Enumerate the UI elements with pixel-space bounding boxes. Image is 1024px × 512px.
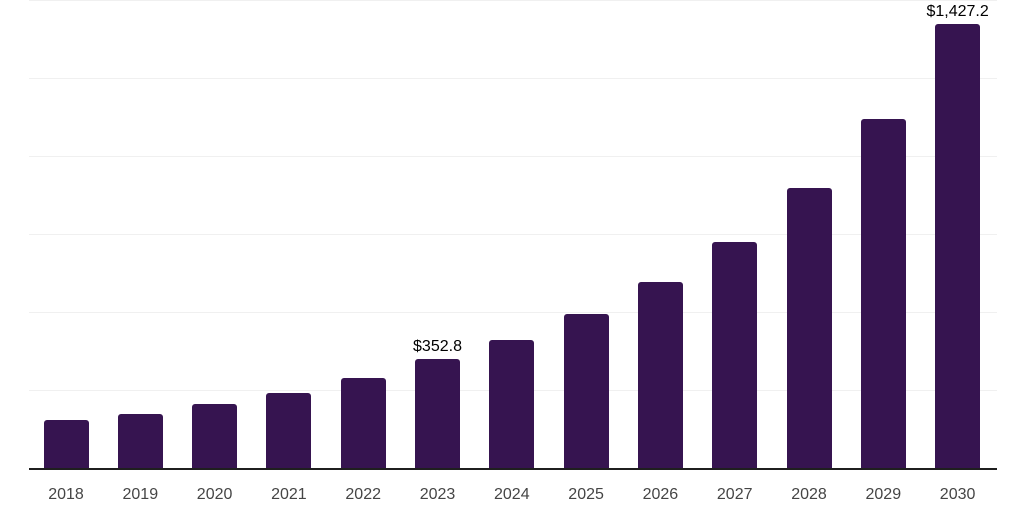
bar-2030	[935, 23, 981, 469]
bar-2022	[340, 377, 386, 469]
bar-2029	[860, 119, 906, 469]
x-tick-2026: 2026	[642, 486, 679, 503]
bar-2028	[786, 187, 832, 469]
x-tick-2024: 2024	[494, 486, 530, 503]
x-tick-2027: 2027	[716, 486, 753, 503]
x-tick-2029: 2029	[865, 486, 902, 503]
bar-2027	[712, 241, 758, 469]
gridline-1000	[29, 156, 997, 157]
bar-2020	[192, 404, 238, 469]
x-tick-2020: 2020	[196, 486, 233, 503]
x-tick-2018: 2018	[48, 486, 84, 503]
gridline-750	[29, 234, 997, 235]
x-tick-2030: 2030	[939, 486, 976, 503]
gridline-500	[29, 312, 997, 313]
x-tick-2021: 2021	[271, 486, 307, 503]
x-axis-line	[29, 468, 997, 470]
bar-value-label-2023: $352.8	[413, 337, 462, 355]
bar-2026	[637, 282, 683, 469]
gridline-1250	[29, 78, 997, 79]
x-tick-2022: 2022	[345, 486, 381, 503]
bar-2023	[415, 358, 460, 469]
x-tick-2028: 2028	[791, 486, 827, 503]
bar-2025	[563, 313, 609, 469]
gridline-1500	[29, 0, 997, 1]
bar-value-label-2030: $1,427.2	[926, 2, 989, 20]
bar-2018	[43, 420, 89, 469]
bar-2019	[117, 414, 163, 469]
bar-2021	[266, 393, 312, 469]
x-tick-2023: 2023	[419, 486, 456, 503]
x-tick-2019: 2019	[122, 486, 159, 503]
bar-2024	[489, 339, 535, 469]
x-tick-2025: 2025	[568, 486, 604, 503]
